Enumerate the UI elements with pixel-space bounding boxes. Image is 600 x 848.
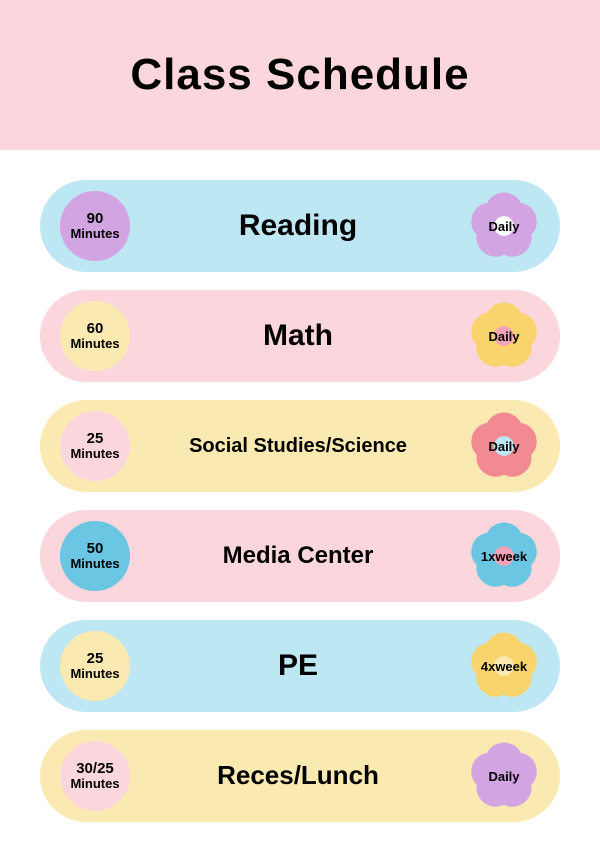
frequency-flower: Daily [466,298,542,374]
duration-circle: 30/25Minutes [60,741,130,811]
frequency-label: 1xweek [481,549,527,564]
subject-label: Math [130,320,466,352]
schedule-rows: 90MinutesReadingDaily60MinutesMathDaily2… [0,150,600,822]
frequency-label: Daily [488,219,519,234]
duration-circle: 25Minutes [60,411,130,481]
duration-circle: 25Minutes [60,631,130,701]
schedule-row: 60MinutesMathDaily [40,290,560,382]
duration-unit: Minutes [70,226,119,242]
frequency-flower: Daily [466,188,542,264]
frequency-label: Daily [488,329,519,344]
subject-label: Reces/Lunch [130,762,466,789]
duration-value: 60 [87,321,104,336]
schedule-row: 50MinutesMedia Center1xweek [40,510,560,602]
frequency-label: Daily [488,769,519,784]
header: Class Schedule [0,0,600,150]
duration-value: 25 [87,651,104,666]
page-title: Class Schedule [130,50,469,100]
schedule-row: 25MinutesPE4xweek [40,620,560,712]
frequency-flower: 1xweek [466,518,542,594]
subject-label: Media Center [130,543,466,568]
duration-unit: Minutes [70,446,119,462]
duration-value: 50 [87,541,104,556]
frequency-flower: Daily [466,738,542,814]
duration-value: 25 [87,431,104,446]
schedule-row: 90MinutesReadingDaily [40,180,560,272]
duration-unit: Minutes [70,666,119,682]
duration-circle: 90Minutes [60,191,130,261]
frequency-label: 4xweek [481,659,527,674]
frequency-flower: Daily [466,408,542,484]
schedule-row: 25MinutesSocial Studies/ScienceDaily [40,400,560,492]
duration-circle: 50Minutes [60,521,130,591]
subject-label: PE [130,650,466,682]
schedule-row: 30/25MinutesReces/LunchDaily [40,730,560,822]
duration-unit: Minutes [70,336,119,352]
frequency-flower: 4xweek [466,628,542,704]
duration-value: 90 [87,211,104,226]
duration-circle: 60Minutes [60,301,130,371]
duration-unit: Minutes [70,776,119,792]
subject-label: Reading [130,210,466,242]
duration-unit: Minutes [70,556,119,572]
duration-value: 30/25 [76,761,114,776]
frequency-label: Daily [488,439,519,454]
subject-label: Social Studies/Science [130,436,466,457]
